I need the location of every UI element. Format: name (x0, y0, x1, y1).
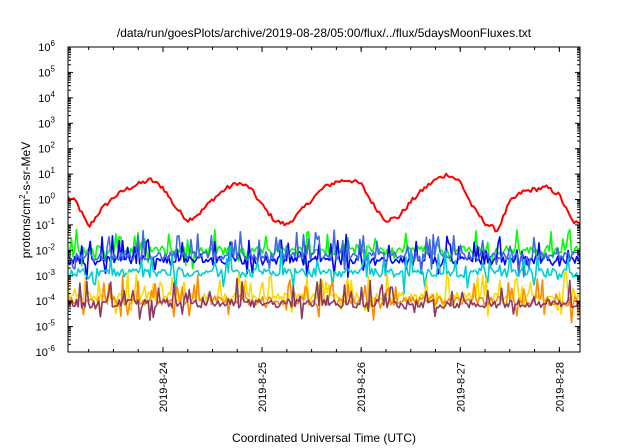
y-tick-label-exp: -5 (48, 319, 56, 328)
x-tick-label: 2019-8-24 (158, 362, 170, 412)
x-axis-label: Coordinated Universal Time (UTC) (232, 431, 416, 445)
y-tick-label: 10-1 (36, 217, 56, 232)
y-axis-label: protons/cm2-s-sr-MeV (18, 142, 33, 258)
y-tick-label-base: 10 (36, 347, 48, 359)
plot-frame (67, 46, 581, 353)
y-axis-label-rest: -s-sr-MeV (19, 142, 33, 195)
y-tick-label-exp: 4 (51, 90, 56, 99)
y-tick-label-base: 10 (36, 296, 48, 308)
y-tick-label: 10-2 (36, 242, 56, 257)
y-tick-label-exp: 6 (51, 39, 56, 48)
y-tick-label: 103 (38, 115, 55, 130)
y-tick-label: 10-5 (36, 319, 56, 334)
series-layer (67, 172, 581, 324)
x-tick-label: 2019-8-25 (257, 362, 269, 412)
y-tick-label: 104 (38, 90, 55, 105)
x-tick-label: 2019-8-26 (356, 362, 368, 412)
y-tick-label-exp: -6 (48, 344, 56, 353)
series-line-6 (67, 271, 581, 317)
y-tick-label-exp: -1 (48, 217, 56, 226)
y-tick-label: 100 (38, 192, 55, 207)
y-tick-label-exp: 2 (51, 141, 56, 150)
plot-area (67, 46, 581, 353)
y-tick-label-exp: 0 (51, 192, 56, 201)
series-line-5 (67, 245, 581, 295)
y-axis-label-sup: 2 (18, 194, 27, 199)
y-tick-label-exp: -4 (48, 293, 56, 302)
x-axis: 2019-8-24 2019-8-25 2019-8-26 2019-8-27 2019… (88, 47, 566, 412)
y-tick-label-base: 10 (38, 195, 50, 207)
y-tick-label: 10-6 (36, 344, 56, 359)
series-line-1 (67, 172, 581, 233)
y-axis: 10-610-510-410-310-210-11001011021031041… (36, 39, 580, 359)
y-tick-label-base: 10 (38, 93, 50, 105)
y-tick-label: 10-3 (36, 268, 56, 283)
y-tick-label: 105 (38, 64, 55, 79)
y-tick-label-base: 10 (38, 144, 50, 156)
y-tick-label: 10-4 (36, 293, 56, 308)
x-tick-label: 2019-8-27 (455, 362, 467, 412)
y-tick-label-base: 10 (38, 67, 50, 79)
y-tick-label-exp: 5 (51, 64, 56, 73)
y-tick-label-base: 10 (36, 220, 48, 232)
y-tick-label: 102 (38, 141, 55, 156)
y-tick-label-exp: 1 (51, 166, 56, 175)
y-axis-label-base: protons/cm (19, 199, 33, 258)
y-tick-label: 101 (38, 166, 55, 181)
chart-title: /data/run/goesPlots/archive/2019-08-28/0… (117, 26, 532, 40)
y-tick-label-base: 10 (38, 118, 50, 130)
series-line-8 (67, 277, 581, 321)
x-tick-label: 2019-8-28 (554, 362, 566, 412)
y-tick-label: 106 (38, 39, 55, 54)
y-tick-label-base: 10 (36, 245, 48, 257)
y-tick-label-base: 10 (36, 322, 48, 334)
y-tick-label-base: 10 (36, 271, 48, 283)
y-tick-label-exp: 3 (51, 115, 56, 124)
y-tick-label-base: 10 (38, 42, 50, 54)
y-tick-label-exp: -2 (48, 242, 56, 251)
series-line-4 (67, 229, 581, 278)
y-tick-label-base: 10 (38, 169, 50, 181)
y-tick-label-exp: -3 (48, 268, 56, 277)
